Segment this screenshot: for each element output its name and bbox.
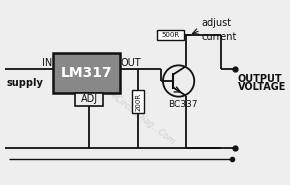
Text: IN: IN <box>42 58 52 68</box>
Text: VOLTAGE: VOLTAGE <box>238 82 286 92</box>
Text: LM317: LM317 <box>61 66 112 80</box>
Text: FreeCircuitDiag...Com: FreeCircuitDiag...Com <box>99 83 177 147</box>
Text: current: current <box>202 32 237 42</box>
Text: BC337: BC337 <box>168 100 198 109</box>
Text: ADJ: ADJ <box>81 94 98 104</box>
Text: OUTPUT: OUTPUT <box>238 74 282 84</box>
Text: adjust: adjust <box>202 18 232 28</box>
Bar <box>157 30 184 40</box>
Bar <box>75 93 103 106</box>
Bar <box>132 90 144 113</box>
Text: supply: supply <box>6 78 43 88</box>
Text: 200R: 200R <box>135 93 141 111</box>
Text: 500R: 500R <box>161 32 180 38</box>
Text: OUT: OUT <box>121 58 141 68</box>
Bar <box>53 53 120 93</box>
